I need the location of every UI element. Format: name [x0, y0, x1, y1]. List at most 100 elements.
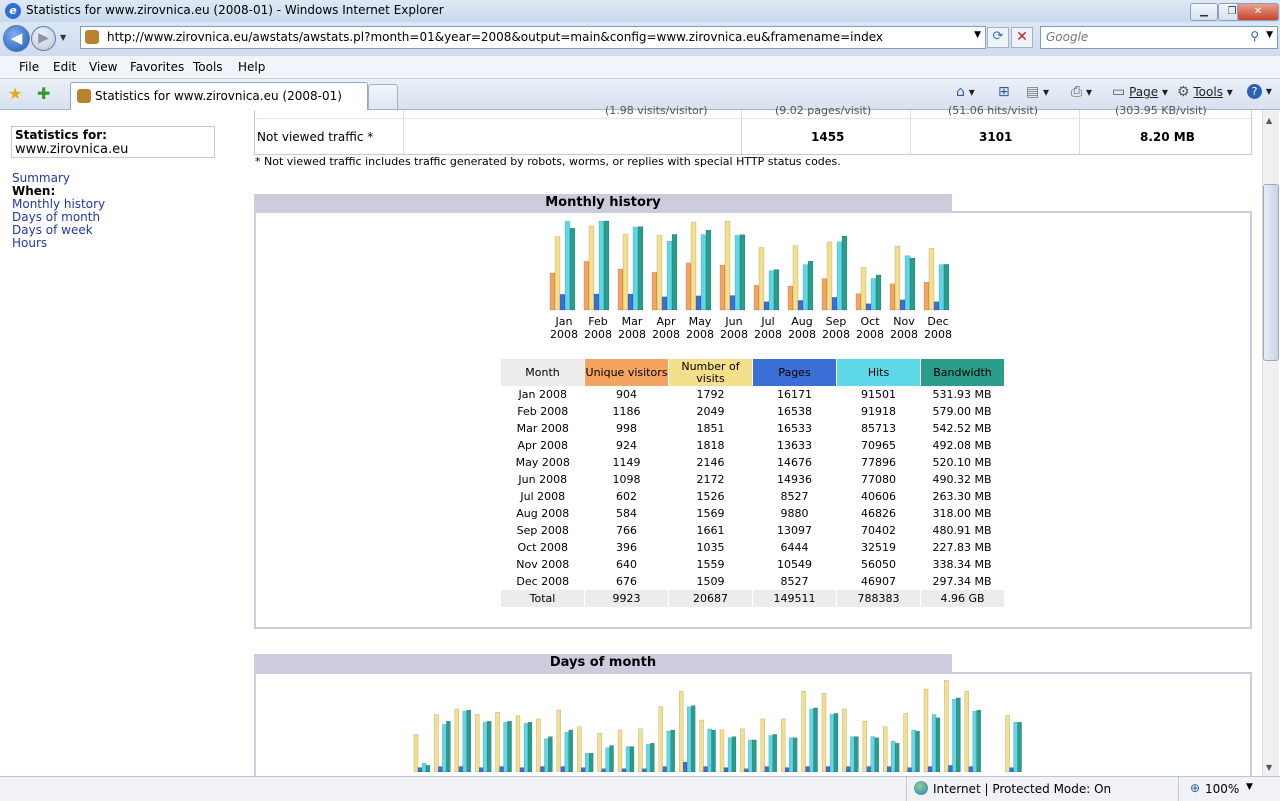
table-row: May 2008 1149 2146 14676 77896 520.10 MB [501, 454, 1004, 471]
close-button[interactable]: ✕ [1237, 3, 1279, 21]
menu-view[interactable]: View [89, 60, 118, 74]
refresh-button[interactable]: ⟳ [987, 27, 1009, 48]
address-dropdown[interactable]: ▼ [974, 30, 981, 40]
nav-days-of-month-link[interactable]: Days of month [12, 210, 101, 224]
new-tab-button[interactable] [368, 84, 398, 110]
monthly-bar-unique-visitors [787, 285, 794, 311]
search-input[interactable]: Google ⚲ ▼ [1040, 26, 1278, 49]
menu-help[interactable]: Help [238, 60, 266, 74]
menu-favorites[interactable]: Favorites [130, 60, 185, 74]
table-cell: Jan 2008 [518, 388, 567, 401]
search-icon[interactable]: ⚲ [1250, 29, 1259, 43]
days-of-month-heading: Days of month [254, 654, 952, 672]
scroll-up-arrow-icon[interactable]: ▲ [1266, 116, 1273, 125]
menu-edit[interactable]: Edit [53, 60, 77, 74]
help-icon[interactable]: ? ▾ [1247, 84, 1272, 99]
monthly-bar-hits [938, 264, 945, 311]
table-cell: Dec 2008 [516, 575, 570, 588]
tools-menu-button[interactable]: ⚙ Tools ▾ [1177, 84, 1233, 100]
nav-summary-link[interactable]: Summary [12, 171, 70, 185]
zoom-level[interactable]: 100% [1205, 782, 1240, 796]
month-axis-label-month: Sep [825, 315, 847, 328]
rss-icon[interactable]: ▤ ▾ [1026, 84, 1050, 100]
daily-bar-pages [417, 767, 423, 772]
monthly-bar-hits [700, 234, 707, 311]
monthly-bar-number-of-visits [622, 233, 629, 311]
table-cell: 1569 [696, 507, 725, 520]
tab-current[interactable]: Statistics for www.zirovnica.eu (2008-01… [70, 82, 368, 110]
table-cell: 46907 [861, 575, 896, 588]
days-of-month-panel [254, 672, 1252, 784]
scrollbar-thumb[interactable] [1263, 184, 1279, 361]
table-cell: 579.00 MB [932, 405, 992, 418]
zoom-icon[interactable]: ⊕ [1190, 781, 1201, 795]
daily-bar-number-of-visits [740, 728, 745, 772]
table-cell: 91501 [861, 388, 896, 401]
table-cell: May 2008 [515, 456, 570, 469]
monthly-bar-bandwidth [807, 260, 814, 311]
monthly-bar-hits [904, 255, 911, 311]
page-menu-button[interactable]: ▭ Page ▾ [1112, 84, 1168, 100]
table-cell: 766 [616, 524, 637, 537]
month-axis-label-year: 2008 [754, 328, 782, 341]
daily-bar-bandwidth [527, 721, 533, 772]
table-cell: Aug 2008 [516, 507, 570, 520]
daily-bar-number-of-visits [413, 734, 419, 772]
daily-bar-number-of-visits [903, 713, 908, 772]
minimize-button[interactable]: ▁ [1190, 3, 1218, 21]
favorites-star-icon[interactable]: ★ [8, 84, 23, 103]
table-total-cell: 4.96 GB [920, 590, 1004, 607]
daily-bar-hits [727, 737, 733, 772]
avg-visits-per-visitor: (1.98 visits/visitor) [605, 104, 708, 117]
daily-bar-pages [662, 766, 668, 772]
monthly-bar-bandwidth [671, 234, 678, 311]
table-row: Jul 2008 602 1526 8527 40606 263.30 MB [501, 488, 1004, 505]
menu-file[interactable]: File [19, 60, 40, 74]
avg-hits-per-visit: (51.06 hits/visit) [948, 104, 1039, 117]
nav-monthly-history-link[interactable]: Monthly history [12, 197, 106, 211]
home-icon[interactable]: ⌂ ▾ [956, 84, 975, 100]
monthly-bar-hits [836, 241, 843, 311]
add-favorite-icon[interactable]: ✚ [37, 84, 51, 103]
nav-days-of-week-link[interactable]: Days of week [12, 223, 93, 237]
site-favicon-icon [85, 30, 99, 44]
daily-bar-number-of-visits [801, 691, 806, 772]
menu-tools[interactable]: Tools [193, 60, 223, 74]
daily-bar-hits [931, 714, 937, 772]
table-total-cell: Total [501, 590, 585, 607]
stop-button[interactable]: ✕ [1011, 27, 1033, 48]
back-button[interactable]: ◀ [3, 25, 30, 52]
table-cell: 676 [616, 575, 637, 588]
recent-pages-dropdown[interactable]: ▼ [60, 33, 67, 42]
security-zone-text[interactable]: Internet | Protected Mode: On [933, 782, 1112, 796]
table-cell: 1851 [696, 422, 725, 435]
zoom-dropdown[interactable]: ▼ [1246, 782, 1253, 792]
table-row: Nov 2008 640 1559 10549 56050 338.34 MB [501, 556, 1004, 573]
daily-bar-number-of-visits [923, 688, 929, 772]
table-cell: 1526 [696, 490, 725, 503]
monthly-bar-hits [802, 264, 809, 311]
table-cell: Oct 2008 [517, 541, 568, 554]
print-icon[interactable]: ⎙ ▾ [1071, 84, 1093, 100]
monthly-history-heading: Monthly history [254, 194, 952, 212]
nav-hours-link[interactable]: Hours [12, 236, 48, 250]
daily-bar-bandwidth [629, 746, 635, 772]
address-bar[interactable]: http://www.zirovnica.eu/awstats/awstats.… [80, 26, 986, 49]
monthly-bar-bandwidth [773, 269, 780, 311]
daily-bar-bandwidth [548, 736, 553, 772]
table-cell: 924 [616, 439, 637, 452]
scroll-down-arrow-icon[interactable]: ▼ [1266, 763, 1273, 772]
site-name: www.zirovnica.eu [15, 142, 129, 157]
daily-bar-number-of-visits [678, 691, 684, 772]
month-axis-label: Nov 2008 [884, 315, 924, 341]
monthly-bar-number-of-visits [758, 247, 765, 311]
month-axis-label: Sep 2008 [816, 315, 856, 341]
forward-button[interactable]: ▶ [31, 26, 56, 51]
search-provider-dropdown[interactable]: ▼ [1266, 30, 1273, 40]
not-viewed-hits: 3101 [979, 130, 1013, 144]
daily-bar-pages [703, 766, 708, 772]
address-url[interactable]: http://www.zirovnica.eu/awstats/awstats.… [107, 30, 884, 44]
feeds-icon[interactable]: ⊞ [998, 84, 1010, 100]
title-bar: e Statistics for www.zirovnica.eu (2008-… [0, 0, 1280, 23]
daily-bar-hits [911, 729, 916, 772]
